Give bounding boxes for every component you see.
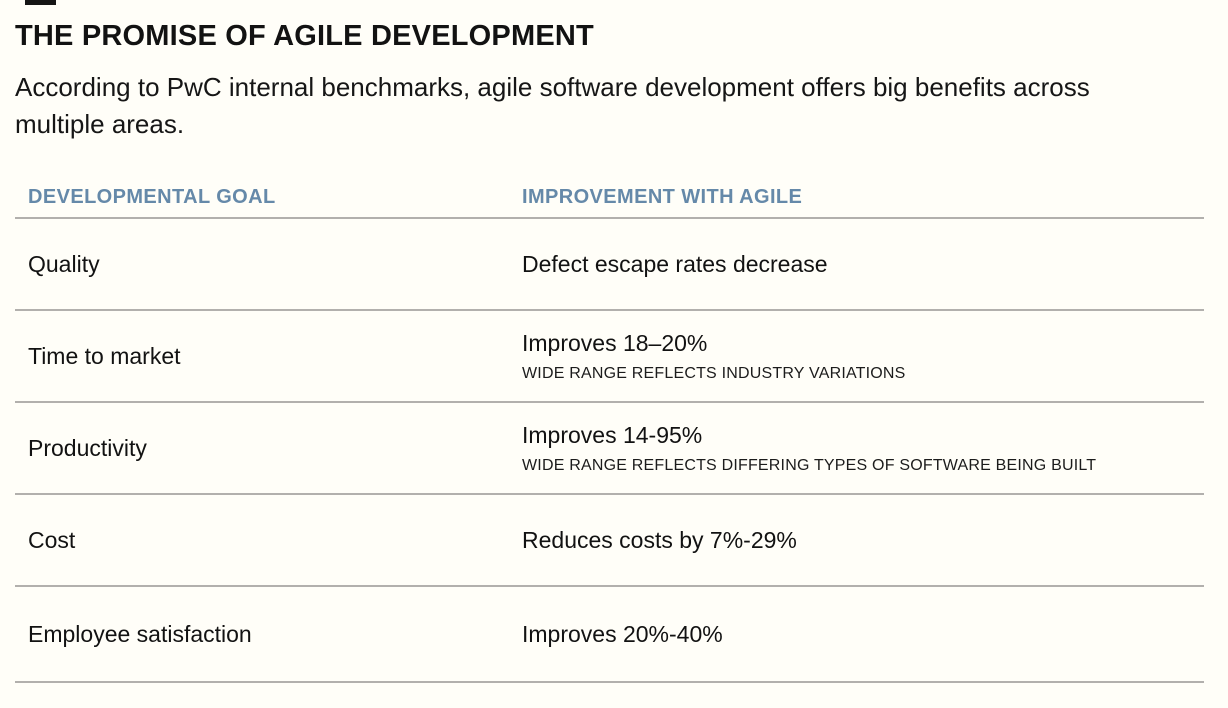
goal-label: Time to market: [28, 342, 181, 369]
improvement-value: Improves 20%-40%: [522, 620, 723, 647]
figure-title: THE PROMISE OF AGILE DEVELOPMENT: [15, 20, 594, 52]
improvement-note: WIDE RANGE REFLECTS DIFFERING TYPES OF S…: [522, 456, 1097, 474]
table-row-cost: Cost Reduces costs by 7%-29%: [15, 495, 1204, 588]
table-row-productivity: Productivity Improves 14-95% WIDE RANGE …: [15, 403, 1204, 496]
table-row-quality: Quality Defect escape rates decrease: [15, 219, 1204, 312]
table-row-time-to-market: Time to market Improves 18–20% WIDE RANG…: [15, 311, 1204, 404]
goal-cell: Employee satisfaction: [15, 620, 522, 649]
goal-cell: Productivity: [15, 434, 522, 463]
improvement-cell: Improves 20%-40%: [522, 620, 1204, 649]
table-row-employee-satisfaction: Employee satisfaction Improves 20%-40%: [15, 587, 1204, 684]
improvement-cell: Reduces costs by 7%-29%: [522, 526, 1204, 555]
table-header-row: DEVELOPMENTAL GOAL IMPROVEMENT WITH AGIL…: [15, 171, 1204, 220]
goal-cell: Time to market: [15, 342, 522, 371]
improvement-value: Improves 18–20%: [522, 330, 708, 357]
goal-label: Employee satisfaction: [28, 620, 252, 647]
cropped-edge-artifact: [25, 0, 56, 5]
improvement-value: Reduces costs by 7%-29%: [522, 526, 797, 553]
benefits-table: DEVELOPMENTAL GOAL IMPROVEMENT WITH AGIL…: [15, 171, 1204, 684]
goal-label: Cost: [28, 526, 76, 553]
improvement-cell: Improves 18–20% WIDE RANGE REFLECTS INDU…: [522, 329, 1204, 383]
improvement-cell: Improves 14-95% WIDE RANGE REFLECTS DIFF…: [522, 421, 1204, 475]
figure-content: THE PROMISE OF AGILE DEVELOPMENT Accordi…: [0, 20, 1228, 684]
column-header-improvement-with-agile: IMPROVEMENT WITH AGILE: [522, 186, 803, 209]
improvement-value: Improves 14-95%: [522, 422, 703, 449]
goal-label: Productivity: [28, 434, 147, 461]
improvement-value: Defect escape rates decrease: [522, 250, 828, 277]
column-header-developmental-goal: DEVELOPMENTAL GOAL: [28, 186, 276, 209]
figure-subtitle: According to PwC internal benchmarks, ag…: [15, 72, 1090, 140]
goal-cell: Cost: [15, 526, 522, 555]
improvement-note: WIDE RANGE REFLECTS INDUSTRY VARIATIONS: [522, 364, 906, 382]
improvement-cell: Defect escape rates decrease: [522, 250, 1204, 279]
goal-label: Quality: [28, 250, 100, 277]
goal-cell: Quality: [15, 250, 522, 279]
